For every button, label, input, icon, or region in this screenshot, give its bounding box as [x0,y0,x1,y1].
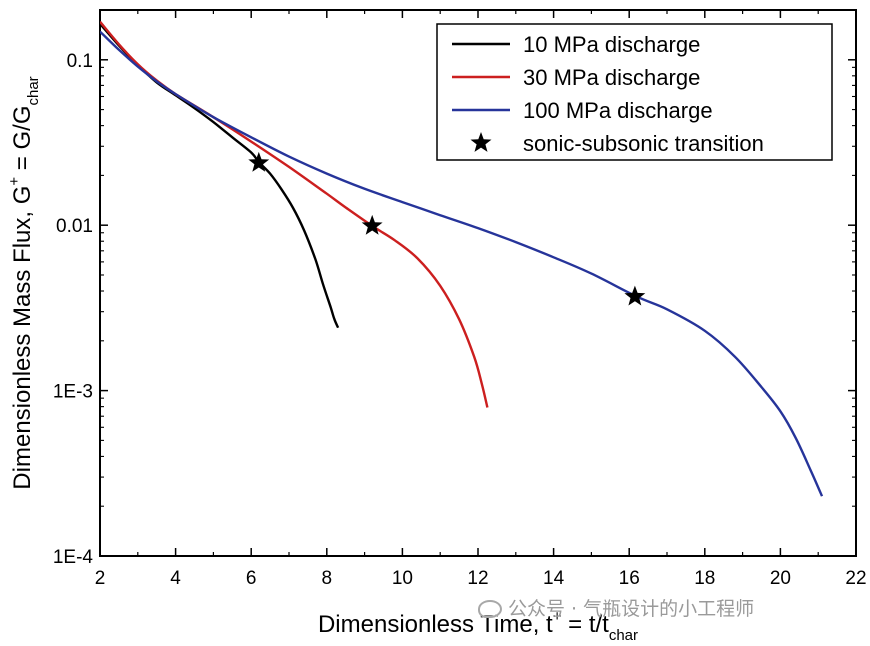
wechat-icon [478,600,502,618]
x-tick-label: 18 [694,568,715,589]
x-tick-label: 4 [170,568,181,589]
y-axis-title: Dimensionless Mass Flux, G+ = G/Gchar [6,76,42,489]
x-tick-label: 8 [322,568,333,589]
legend-label-1: 10 MPa discharge [523,32,700,57]
transition-star-2 [361,214,383,235]
watermark-text: 公众号 · 气瓶设计的小工程师 [508,598,755,620]
y-tick-label: 0.1 [67,51,93,72]
axis-tick-labels: 2 4 6 8 10 12 14 16 18 20 22 1E-4 1E-3 0.01 0.1 [53,51,867,589]
legend-star-swatch [470,132,492,152]
y-tick-label: 1E-3 [53,382,93,403]
axis-ticks [99,10,857,557]
x-axis-title: Dimensionless Time, t+ = t/tchar [318,608,638,644]
x-tick-label: 10 [392,568,413,589]
series-line-2 [100,20,489,408]
legend: 10 MPa discharge 30 MPa discharge 100 MPa … [436,23,833,161]
y-tick-label: 1E-4 [53,547,94,568]
x-tick-label: 2 [95,568,106,589]
x-tick-label: 6 [246,568,257,589]
legend-label-3: 100 MPa discharge [523,98,713,123]
x-tick-label: 14 [543,568,565,589]
y-tick-label: 0.01 [56,216,93,237]
legend-label-2: 30 MPa discharge [523,65,700,90]
series-line-3 [100,30,824,497]
transition-star-1 [248,151,270,172]
x-tick-label: 22 [845,568,866,589]
transition-star-3 [624,285,646,306]
x-tick-label: 20 [770,568,791,589]
x-tick-label: 12 [467,568,488,589]
legend-label-4: sonic-subsonic transition [523,131,764,156]
marker-layer [248,151,646,306]
watermark: 公众号 · 气瓶设计的小工程师 [478,594,754,621]
x-tick-label: 16 [619,568,640,589]
legend-box [436,23,833,161]
